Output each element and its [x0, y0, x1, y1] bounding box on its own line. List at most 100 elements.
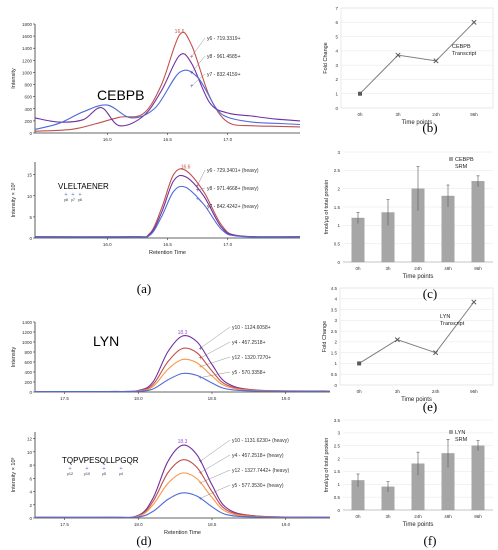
- y-axis-label: Fold Change: [323, 42, 329, 74]
- data-point: [433, 350, 439, 356]
- y-tick-label: 1400: [22, 46, 33, 51]
- fragment-marker: +: [64, 192, 67, 198]
- annotation-leader: [200, 454, 231, 473]
- annotation-leader: [200, 484, 231, 499]
- y-tick-label: 1.5: [334, 469, 341, 474]
- peak-apex-label: 16.6: [175, 29, 185, 35]
- plot-frame: [339, 287, 494, 386]
- x-axis-label: Time points: [403, 274, 434, 280]
- peak-marker: +: [196, 183, 200, 189]
- fragment-label: y6: [78, 198, 82, 202]
- x-tick-label: 48h: [444, 514, 452, 519]
- x-axis-label: Retention Time: [164, 530, 201, 536]
- fragment-label: y8: [64, 198, 68, 202]
- y-axis-label: Fold Change: [322, 321, 328, 353]
- y-tick-label: 2.5: [334, 168, 341, 173]
- fragment-label: y4: [119, 472, 123, 476]
- chart-lyn-transcript: 0 0.5 1 1.5 2 2.5 3 3.5 4 4.5 0h 3h 24h 96h LYNTranscr…: [322, 286, 494, 403]
- fragment-annotation: y10 - 1131.6230+ (heavy): [232, 438, 289, 444]
- peak-marker: +: [198, 346, 202, 352]
- y-tick-label: 0: [335, 106, 338, 111]
- annotation-leader: [200, 341, 231, 359]
- peak-marker: +: [198, 376, 202, 382]
- fragment-annotation: y7 - 832.4159+: [207, 72, 241, 78]
- fragment-marker: +: [78, 192, 81, 198]
- annotation-leader: [197, 187, 206, 191]
- y-tick-label: 3: [337, 431, 340, 436]
- x-tick-label: 96h: [470, 112, 478, 117]
- x-tick-label: 18.5: [208, 396, 217, 401]
- peak-apex-label: 18.3: [178, 330, 188, 336]
- y-tick-label: 3.5: [331, 307, 338, 312]
- annotation-leader: [191, 55, 206, 73]
- x-axis-label: Retention Time: [149, 250, 186, 256]
- y-tick-label: 1800: [22, 22, 33, 27]
- bar: [471, 445, 485, 511]
- x-tick-label: 19.0: [281, 396, 290, 401]
- peak-marker: +: [190, 54, 194, 60]
- peak-marker: +: [198, 471, 202, 477]
- y-tick-label: 1200: [22, 58, 33, 63]
- data-point: [357, 361, 362, 366]
- panel-label-a: (a): [137, 281, 151, 296]
- x-tick-label: 16.5: [163, 137, 172, 142]
- y-tick-label: 1: [334, 361, 337, 366]
- y-axis-label: Intensity: [11, 347, 17, 368]
- x-tick-label: 24h: [432, 112, 440, 117]
- chart-title: TQPVPESQLLPGQR: [62, 456, 139, 465]
- series-line: [34, 347, 331, 393]
- fragment-annotation: y6 - 729.3401+ (heavy): [207, 168, 259, 174]
- x-tick-label: 48h: [444, 266, 452, 271]
- x-tick-label: 3h: [385, 266, 391, 271]
- x-tick-label: 17.0: [223, 137, 232, 142]
- y-tick-label: 0: [29, 131, 32, 136]
- fragment-annotation: y5 - 577.3530+ (heavy): [232, 483, 284, 489]
- y-tick-label: 600: [24, 360, 32, 365]
- y-tick-label: 1.5: [331, 350, 338, 355]
- panel-label-d: (d): [136, 533, 151, 548]
- legend-swatch: [449, 157, 453, 161]
- peak-marker: +: [190, 84, 194, 90]
- data-point: [358, 91, 362, 96]
- x-tick-label: 0h: [355, 266, 361, 271]
- series-line: [358, 301, 475, 364]
- series-line: [359, 21, 475, 95]
- fragment-label: y10: [84, 472, 90, 476]
- y-axis-label: Intensity × 10³: [11, 457, 17, 492]
- y-tick-label: 4.5: [331, 286, 338, 291]
- chart-cebpb-xic: 0 200 400 600 800 1000 1200 1400 1600 1800 16.0 16.…: [11, 22, 301, 142]
- annotation-leader: [191, 73, 206, 86]
- peak-marker: +: [190, 71, 194, 77]
- panel-label-b: (b): [422, 120, 437, 135]
- peak-marker: +: [196, 196, 200, 202]
- chart-lyn-heavy-xic: 0 2 4 6 8 10 12 17.5 18.0 18.5 19.0 Intensity × 10³…: [11, 432, 331, 536]
- series-line: [34, 472, 331, 519]
- x-tick-label: 16.0: [103, 242, 112, 247]
- fragment-annotation: y4 - 457.2518+ (heavy): [232, 453, 284, 459]
- fragment-annotation: y8 - 961.4585+: [207, 54, 241, 60]
- chart-title: VLELTAENER: [58, 182, 109, 191]
- y-tick-label: 10: [27, 450, 33, 455]
- y-tick-label: 0.5: [334, 241, 341, 246]
- y-tick-label: 400: [24, 107, 32, 112]
- chart-lyn-xic: 0 200 400 600 800 1000 1200 1400 17.5 18.0 18.5 19.…: [11, 320, 331, 401]
- x-tick-label: 18.0: [134, 522, 143, 527]
- y-tick-label: 200: [24, 119, 32, 124]
- x-tick-label: 96h: [470, 389, 478, 394]
- x-tick-label: 96h: [474, 266, 482, 271]
- y-tick-label: 1000: [22, 340, 33, 345]
- legend-label: CEBPB: [455, 157, 474, 163]
- x-axis-label: Time points: [401, 397, 432, 403]
- y-tick-label: 7: [335, 6, 338, 11]
- y-tick-label: 4: [335, 49, 338, 54]
- y-tick-label: 2: [335, 77, 338, 82]
- y-axis-label: Intensity × 10³: [11, 182, 17, 217]
- fragment-label: y12: [67, 472, 73, 476]
- y-tick-label: 0: [29, 516, 32, 521]
- x-tick-label: 16.0: [103, 137, 112, 142]
- y-tick-label: 1400: [22, 320, 33, 325]
- y-tick-label: 2.5: [334, 444, 341, 449]
- legend-label: Transcript: [440, 321, 465, 327]
- y-tick-label: 4: [334, 297, 337, 302]
- legend-label: Transcript: [452, 51, 477, 57]
